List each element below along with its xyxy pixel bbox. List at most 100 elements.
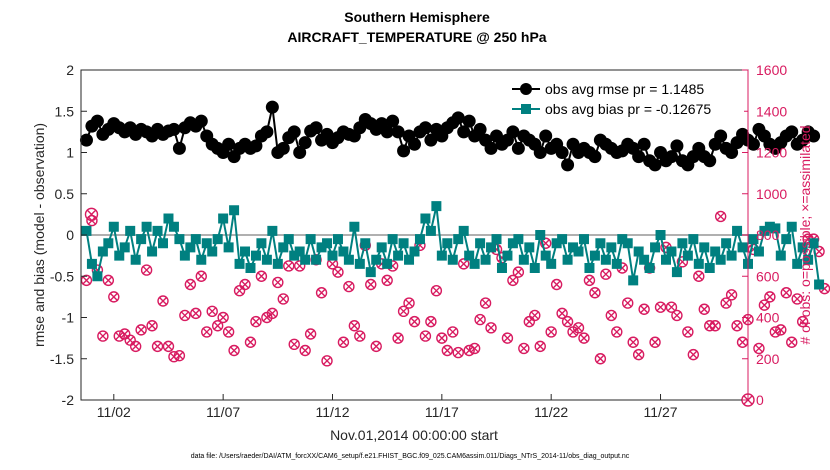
assimilated-point	[798, 317, 808, 327]
assimilated-point	[710, 321, 720, 331]
assimilated-point	[727, 290, 737, 300]
possible-point	[403, 297, 415, 309]
bias-point	[338, 246, 349, 257]
bias-point	[136, 234, 147, 245]
assimilated-point	[289, 339, 299, 349]
possible-point	[113, 330, 125, 342]
rmse-point	[473, 122, 487, 136]
bias-point	[786, 221, 797, 232]
assimilated-point	[639, 304, 649, 314]
bias-point	[584, 263, 595, 273]
possible-point	[600, 268, 612, 280]
possible-point	[370, 340, 382, 353]
assimilated-point	[131, 341, 141, 351]
assimilated-point	[650, 337, 660, 347]
possible-point	[561, 315, 574, 328]
y2-tick-label: 1200	[756, 145, 787, 161]
bias-point	[234, 258, 245, 269]
possible-point	[244, 336, 257, 348]
bias-point	[125, 225, 136, 236]
possible-point	[796, 315, 809, 328]
possible-point	[649, 336, 661, 348]
y2-tick-label: 200	[756, 351, 780, 367]
rmse-point	[725, 146, 739, 159]
x-tick-label: 11/22	[534, 404, 568, 420]
possible-point	[676, 256, 689, 268]
possible-point	[458, 258, 470, 270]
bias-point	[693, 258, 704, 269]
rmse-point	[457, 125, 471, 139]
y-tick-label: 2	[66, 62, 74, 78]
bias-point	[803, 254, 814, 265]
possible-point	[578, 332, 590, 344]
possible-point	[288, 338, 300, 351]
bias-point	[568, 242, 579, 253]
bias-point	[507, 238, 518, 249]
bias-point	[256, 238, 267, 249]
possible-point	[769, 326, 782, 338]
assimilated-point	[502, 333, 512, 343]
assimilated-point	[207, 306, 217, 316]
possible-point	[556, 307, 568, 320]
possible-point	[485, 322, 497, 334]
bias-point	[475, 238, 486, 249]
rmse-point	[79, 133, 93, 147]
assimilated-point	[431, 286, 441, 296]
possible-point	[507, 274, 519, 287]
possible-point	[572, 322, 585, 334]
possible-point	[425, 315, 437, 328]
y-axis-label: rmse and bias (model - observation)	[31, 123, 47, 347]
legend-box	[508, 76, 744, 122]
assimilated-point	[601, 269, 611, 279]
bias-point	[81, 225, 92, 236]
assimilated-point	[475, 315, 485, 325]
assimilated-point	[153, 341, 163, 351]
possible-point	[250, 315, 262, 328]
assimilated-point	[628, 337, 638, 347]
possible-point	[753, 342, 765, 355]
bias-point	[732, 225, 743, 236]
possible-point	[540, 237, 552, 249]
rmse-point	[249, 139, 263, 153]
possible-point	[682, 326, 694, 338]
rmse-point	[265, 100, 279, 114]
assimilated-point	[437, 333, 447, 343]
assimilated-point	[470, 343, 480, 353]
bias-point	[97, 246, 108, 257]
bias-point	[272, 258, 283, 269]
bias-point	[453, 234, 464, 245]
bias-point	[201, 238, 212, 249]
assimilated-point	[410, 317, 419, 327]
legend: obs avg rmse pr = 1.1485 obs avg bias pr…	[508, 76, 744, 122]
possible-point	[654, 301, 667, 313]
rmse-point	[484, 141, 498, 155]
assimilated-point	[180, 310, 190, 320]
bias-point	[431, 201, 442, 212]
bias-point	[546, 258, 557, 269]
bias-point	[158, 238, 169, 249]
rmse-point	[172, 141, 186, 155]
bias-point	[699, 242, 710, 253]
bias-point	[393, 250, 404, 261]
rmse-point	[714, 129, 728, 143]
bias-point	[480, 254, 491, 265]
assimilated-point	[327, 259, 337, 269]
assimilated-point	[333, 267, 343, 277]
bias-point	[447, 254, 458, 265]
assimilated-point	[278, 294, 288, 304]
rmse-point	[648, 158, 662, 172]
assimilated-point	[185, 280, 195, 289]
possible-point	[518, 342, 530, 355]
y-tick-label: -0.5	[50, 268, 74, 284]
possible-point	[698, 303, 710, 315]
assimilated-point	[306, 329, 316, 339]
legend-rmse-label: obs avg rmse pr = 1.1485	[545, 81, 704, 97]
possible-point	[228, 344, 240, 357]
legend-bias-marker	[521, 104, 531, 114]
rmse-point	[222, 137, 236, 151]
possible-point	[135, 324, 147, 336]
bias-point	[557, 234, 568, 245]
assimilated-point	[404, 298, 414, 308]
possible-point	[791, 293, 803, 305]
